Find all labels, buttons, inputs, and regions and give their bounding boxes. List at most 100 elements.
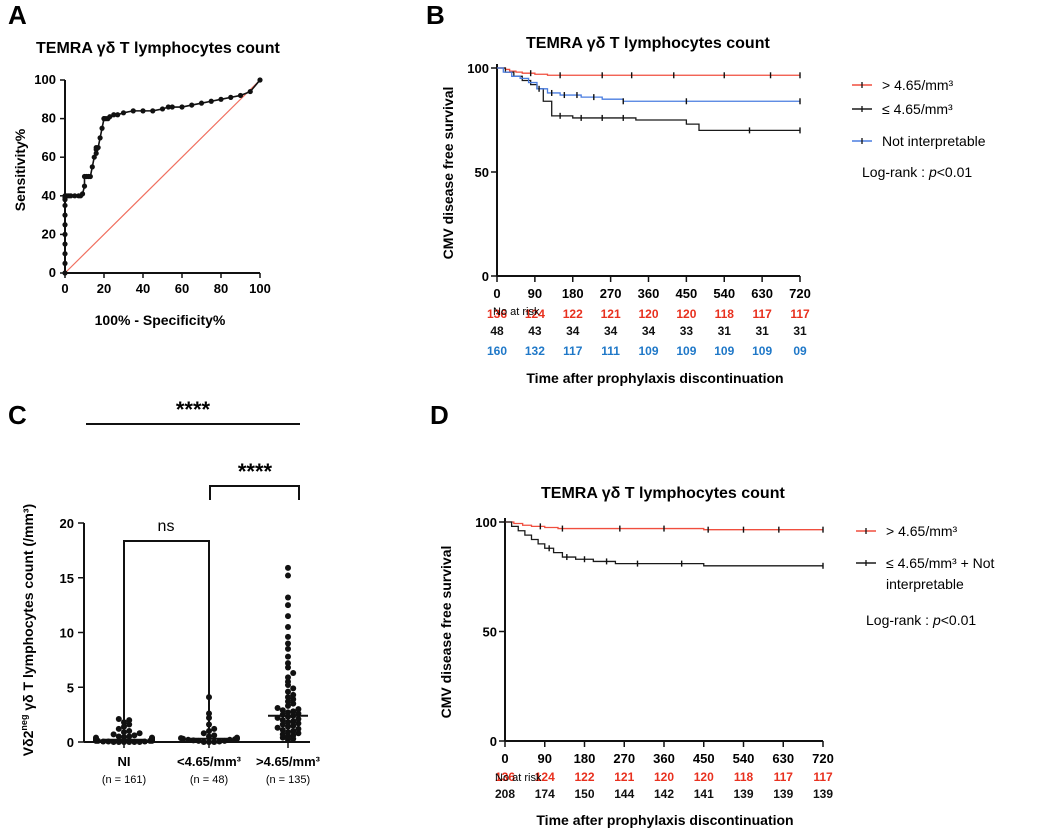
c-point [211,739,218,745]
panel-c: C 0 5 10 15 20 NI (n = 161) <4.65/mm³ (n = 48) >4… [8,397,321,786]
b-risk-value: 109 [752,344,772,358]
c-point [285,624,291,631]
panel-d-ylabel: CMV disease free survival [438,546,454,719]
c-point [115,725,122,732]
a-roc-point [257,77,263,83]
d-risk-value: 118 [734,770,754,784]
d-risk-value: 174 [535,787,555,801]
a-roc-point [120,110,127,116]
b-risk-value: 109 [676,344,696,358]
c-ytick-label: 0 [67,735,74,750]
b-risk-value: 43 [528,324,542,338]
b-risk-value: 132 [525,344,545,358]
a-roc-point [165,104,171,110]
b-xtick-label: 180 [562,286,584,301]
c-point [279,721,286,728]
c-pair-sig: **** [238,459,273,484]
b-legend-label: Not interpretable [882,133,986,149]
c-point [285,645,291,652]
c-point [290,685,297,692]
c-point [226,736,233,743]
b-risk-value: 48 [490,324,504,338]
d-xtick-label: 450 [693,751,715,766]
c-point [285,613,291,620]
d-risk-value: 120 [694,770,714,784]
d-xtick-label: 0 [501,751,508,766]
a-xtick-label: 60 [175,281,189,296]
a-roc-point [115,112,121,118]
panel-a: A TEMRA γδ T lymphocytes count 0 20 40 60 80… [8,0,280,328]
c-point [285,572,291,579]
b-xtick-label: 630 [751,286,773,301]
a-roc-point [140,108,146,114]
b-risk-value: 118 [715,307,735,321]
c-ytick-label: 10 [60,626,74,641]
d-xtick-label: 540 [733,751,755,766]
a-roc-point [62,251,68,257]
c-point [285,709,291,716]
panel-a-label: A [8,0,27,30]
b-xtick-label: 540 [713,286,735,301]
d-risk-value: 139 [773,787,793,801]
b-risk-value: 109 [638,344,658,358]
c-point [279,731,286,738]
panel-a-ylabel: Sensitivity% [12,128,28,211]
panel-d-plot: 0 50 100 0 90 180 270 360 450 540 630 720 136 124 122 1… [475,515,834,801]
b-risk-value: 34 [642,324,656,338]
b-series-1-line [497,67,800,132]
b-risk-value: 34 [604,324,618,338]
d-risk-value: 124 [535,770,555,784]
c-overall-sig: **** [176,397,211,422]
panel-d-logrank: Log-rank : p<0.01 [866,612,976,628]
c-point [211,732,218,739]
c-point [285,594,291,601]
c-point [285,723,291,730]
panel-b-logrank-p: p [928,164,937,180]
b-risk-value: 34 [566,324,580,338]
a-roc-point [150,108,156,114]
panel-d-legend: > 4.65/mm³ ≤ 4.65/mm³ + Not interpretable [856,523,995,592]
c-point [121,734,127,741]
c-point [216,738,223,745]
c-point [290,708,297,715]
a-roc-point [107,114,113,120]
b-series-0-line [497,67,800,76]
panel-c-ylabel: Vδ2neg γδ T lymphocytes count (/mm³) [19,504,36,756]
d-series-1-line [505,521,823,567]
b-risk-value: 117 [752,307,772,321]
a-roc-point [93,150,99,156]
d-xtick-label: 630 [772,751,794,766]
d-risk-value: 139 [733,787,753,801]
d-legend-label: > 4.65/mm³ [886,523,958,539]
d-xtick-label: 90 [538,751,552,766]
d-legend-label-line1: ≤ 4.65/mm³ + Not [886,555,995,571]
c-point [290,696,297,703]
b-risk-value: 121 [601,307,621,321]
c-point [285,678,291,685]
c-point [279,717,286,724]
b-ytick-label: 50 [475,165,489,180]
a-roc-point [179,104,185,110]
c-point [295,706,302,713]
a-xtick-label: 0 [61,281,68,296]
c-point [285,664,291,671]
panel-d-no-at-risk: No at risk [495,772,542,784]
d-risk-value: 144 [614,787,634,801]
a-roc-point [62,222,68,228]
a-xtick-label: 100 [249,281,271,296]
a-roc-point [79,191,86,197]
c-point [285,633,291,640]
panel-c-plot: 0 5 10 15 20 NI (n = 161) <4.65/mm³ (n = 48) >4.6… [60,397,321,786]
b-risk-value: 117 [790,307,810,321]
panel-d-logrank-prefix: Log-rank : [866,612,933,628]
panel-b-logrank: Log-rank : p<0.01 [862,164,972,180]
c-point [126,733,133,740]
a-roc-point [68,193,74,199]
a-roc-point [72,193,78,199]
panel-d-logrank-value: <0.01 [941,612,977,628]
c-group-n: (n = 48) [190,774,228,786]
panel-a-plot: 0 20 40 60 80 100 0 20 40 60 80 100 [34,72,271,296]
